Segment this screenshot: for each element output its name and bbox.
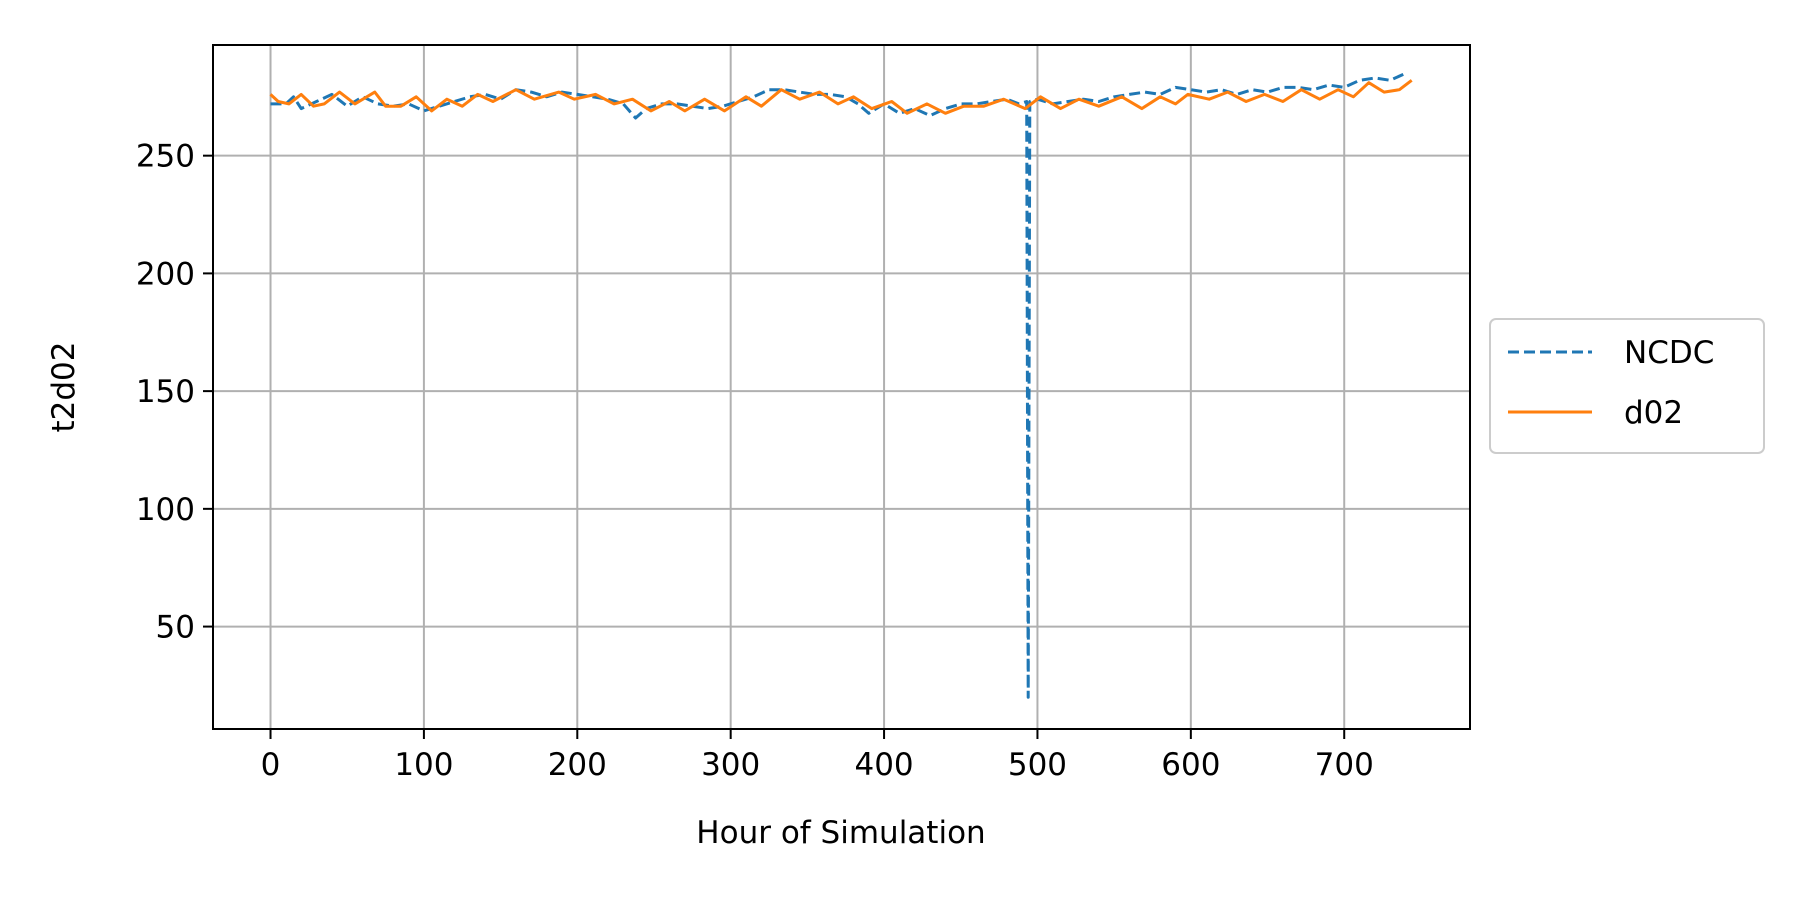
series-line-d02	[269, 79, 1413, 115]
series-layer	[269, 71, 1413, 699]
x-tick-label: 600	[1161, 747, 1220, 783]
x-tick-label: 0	[261, 747, 281, 783]
axis-ticks: 0 100 200 300 400 500 600 700 50 100 150 200 250	[136, 139, 1374, 783]
series-line-ncdc	[270, 71, 1407, 699]
x-tick-label: 100	[394, 747, 453, 783]
x-tick-label: 700	[1315, 747, 1374, 783]
y-tick-label: 250	[136, 139, 195, 175]
legend: NCDC d02	[1489, 318, 1765, 454]
legend-label-d02: d02	[1624, 395, 1683, 431]
y-tick-label: 150	[136, 374, 195, 410]
y-tick-label: 50	[156, 610, 195, 646]
x-axis-title: Hour of Simulation	[696, 815, 985, 851]
x-tick-label: 300	[701, 747, 760, 783]
y-tick-label: 100	[136, 492, 195, 528]
y-axis-title: t2d02	[46, 341, 82, 432]
x-tick-label: 400	[854, 747, 913, 783]
gridlines	[213, 45, 1470, 729]
plot-frame	[212, 44, 1471, 730]
x-tick-label: 200	[548, 747, 607, 783]
x-tick-label: 500	[1008, 747, 1067, 783]
y-tick-label: 200	[136, 256, 195, 292]
legend-label-ncdc: NCDC	[1624, 335, 1714, 371]
